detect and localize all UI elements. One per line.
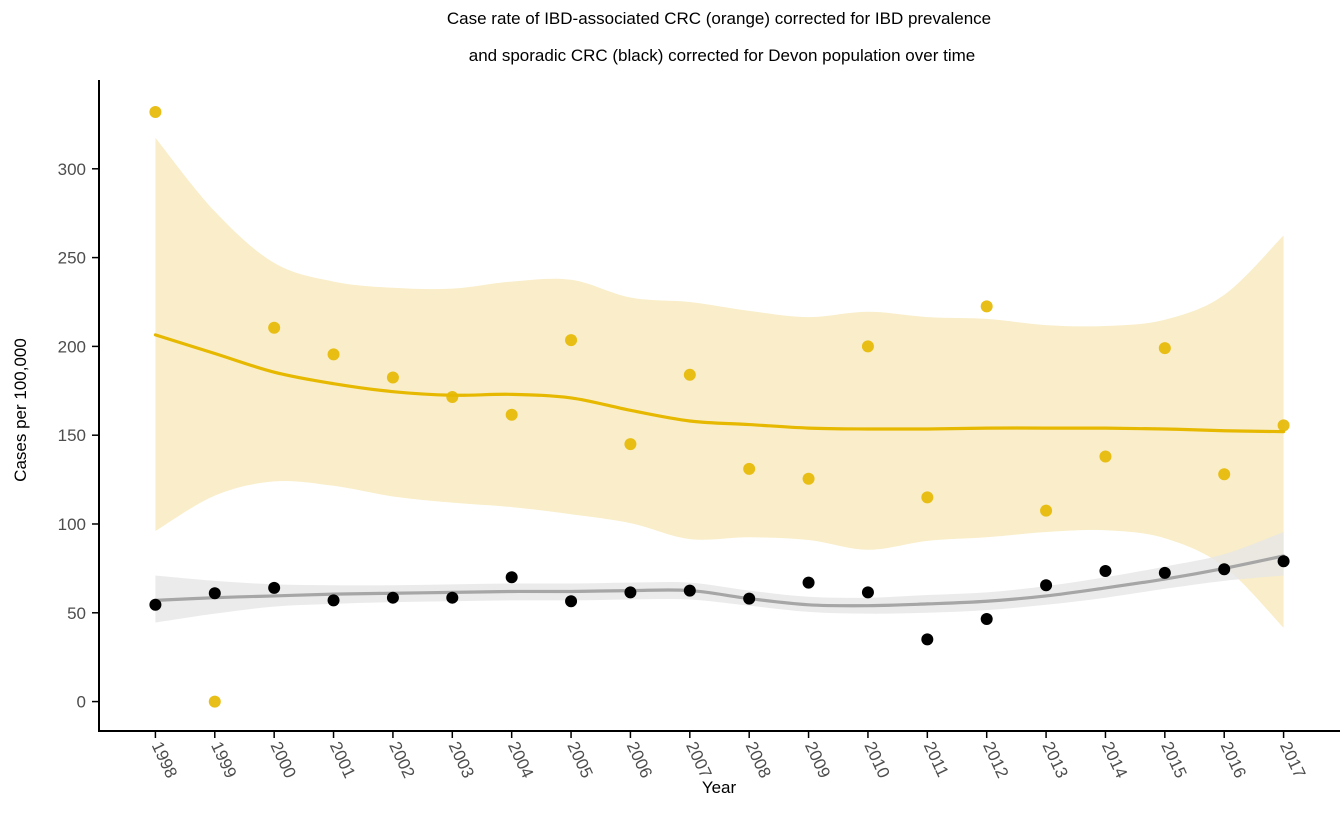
- ibd-point: [1040, 504, 1053, 517]
- sporadic-point: [386, 591, 399, 604]
- ibd-point: [624, 438, 637, 451]
- sporadic-point: [1099, 565, 1112, 578]
- ibd-point: [802, 472, 815, 485]
- y-tick-label: 200: [58, 337, 86, 356]
- x-axis-title: Year: [702, 778, 737, 797]
- axes: [98, 80, 1340, 732]
- x-tick-label: 2017: [1276, 739, 1309, 781]
- sporadic-point: [208, 587, 221, 600]
- ibd-point: [1099, 450, 1112, 463]
- sporadic-point: [446, 591, 459, 604]
- ibd-point: [1218, 468, 1231, 481]
- data-points: [149, 105, 1290, 708]
- sporadic-point: [1040, 579, 1053, 592]
- x-tick-label: 2016: [1217, 739, 1250, 781]
- sporadic-point: [268, 581, 281, 594]
- ibd-point: [980, 300, 993, 313]
- chart-title-line-2: and sporadic CRC (black) corrected for D…: [469, 46, 975, 65]
- sporadic-point: [1218, 563, 1231, 576]
- sporadic-point: [1158, 566, 1171, 579]
- ibd-point: [208, 695, 221, 708]
- ibd-point: [921, 491, 934, 504]
- sporadic-smoothed-line: [153, 554, 1286, 608]
- sporadic-point: [565, 595, 578, 608]
- x-tick-label: 2012: [979, 739, 1012, 781]
- y-axis-title: Cases per 100,000: [11, 338, 30, 482]
- y-tick-label: 300: [58, 160, 86, 179]
- x-tick-label: 2014: [1098, 739, 1131, 781]
- sporadic-point: [861, 586, 874, 599]
- ibd-confidence-band: [155, 137, 1284, 628]
- x-tick-label: 1998: [148, 739, 181, 781]
- y-tick-label: 100: [58, 515, 86, 534]
- sporadic-confidence-band: [155, 531, 1284, 623]
- x-tick-label: 1999: [207, 739, 240, 781]
- x-tick-label: 2006: [623, 739, 656, 781]
- sporadic-point: [921, 633, 934, 646]
- smoothed-lines: [153, 333, 1286, 608]
- ibd-point: [565, 334, 578, 347]
- ibd-smoothed-line: [153, 333, 1286, 434]
- x-axis-ticks: 1998 1999 2000 2001 2002 2003 2004 2005 2006 2007…: [148, 731, 1309, 781]
- y-tick-label: 150: [58, 426, 86, 445]
- sporadic-point: [624, 586, 637, 599]
- x-tick-label: 2011: [920, 739, 953, 780]
- chart-title-line-1: Case rate of IBD-associated CRC (orange)…: [447, 9, 991, 28]
- x-tick-label: 2001: [326, 739, 359, 781]
- y-tick-label: 50: [67, 604, 86, 623]
- x-tick-label: 2013: [1038, 739, 1071, 781]
- sporadic-point: [1277, 555, 1290, 568]
- sporadic-point: [149, 598, 162, 611]
- ibd-point: [683, 368, 696, 381]
- x-tick-label: 2000: [267, 739, 300, 781]
- sporadic-point: [505, 571, 518, 584]
- sporadic-point: [683, 584, 696, 597]
- ibd-point: [446, 391, 459, 404]
- x-tick-label: 2003: [445, 739, 478, 781]
- x-tick-label: 2004: [504, 739, 537, 781]
- sporadic-point: [743, 592, 756, 605]
- x-tick-label: 2007: [682, 739, 715, 781]
- ibd-point: [386, 371, 399, 384]
- ibd-point: [861, 340, 874, 353]
- ibd-point: [327, 348, 340, 361]
- ibd-point: [743, 462, 756, 475]
- sporadic-point: [802, 576, 815, 589]
- x-tick-label: 2010: [860, 739, 893, 781]
- y-tick-label: 250: [58, 249, 86, 268]
- ibd-point: [1277, 419, 1290, 432]
- x-tick-label: 2008: [742, 739, 775, 781]
- ibd-point: [149, 105, 162, 118]
- x-tick-label: 2005: [563, 739, 596, 781]
- sporadic-point: [980, 613, 993, 625]
- y-axis-ticks: 0 50 100 150 200 250 300: [58, 160, 99, 712]
- ibd-point: [505, 408, 518, 421]
- x-tick-label: 2002: [385, 739, 418, 781]
- y-tick-label: 0: [77, 693, 86, 712]
- sporadic-point: [327, 594, 340, 607]
- ibd-point: [268, 321, 281, 334]
- x-tick-label: 2009: [801, 739, 834, 781]
- ibd-point: [1158, 342, 1171, 355]
- x-tick-label: 2015: [1157, 739, 1190, 781]
